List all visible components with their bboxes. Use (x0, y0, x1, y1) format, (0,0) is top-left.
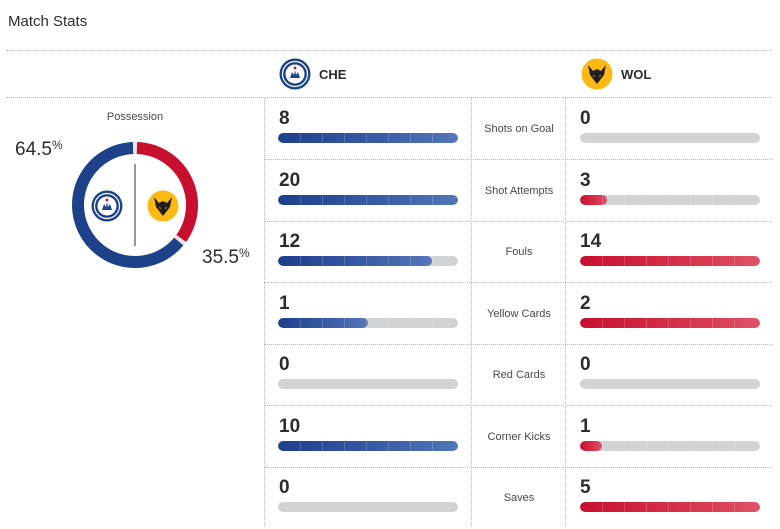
away-stat-bar (580, 502, 760, 512)
stat-label: Red Cards (492, 369, 546, 381)
wolves-crest-icon (147, 190, 179, 222)
header-top-divider (6, 50, 772, 51)
away-stat-value: 0 (580, 108, 591, 129)
away-stat-bar (580, 133, 760, 143)
row-divider (264, 466, 772, 468)
home-stat-value: 0 (279, 354, 290, 375)
away-stat-bar-fill (580, 194, 735, 205)
stat-label: Corner Kicks (487, 430, 551, 443)
stat-label: Shot Attempts (484, 184, 554, 197)
home-stat-bar (278, 317, 458, 328)
row-divider (264, 282, 772, 283)
home-stat-bar (278, 440, 458, 451)
away-stat-bar (580, 440, 760, 451)
home-team-header[interactable]: CHE (279, 58, 346, 90)
away-possession-arc (136, 142, 198, 242)
away-stat-bar (580, 194, 760, 205)
column-divider-1 (264, 98, 265, 526)
stat-row: 20 Shot Attempts 3 (0, 160, 780, 222)
away-stat-value: 14 (580, 231, 602, 252)
stat-row: 8 Shots on Goal 0 (0, 98, 780, 160)
away-stat-bar (580, 379, 760, 389)
home-stat-bar (278, 256, 458, 266)
away-stat-bar-fill (580, 440, 735, 451)
stat-row: 1 Yellow Cards 2 (0, 283, 780, 345)
away-stat-value: 1 (580, 415, 591, 437)
match-stats-title: Match Stats (8, 13, 88, 30)
home-stat-bar-fill (278, 194, 458, 205)
column-divider-3 (565, 98, 566, 526)
home-stat-value: 0 (279, 477, 290, 498)
away-stat-bar (580, 317, 760, 328)
home-stat-bar-fill (278, 317, 433, 328)
possession-label: Possession (106, 111, 164, 123)
stat-row: 12 Fouls 14 (0, 221, 780, 283)
stat-label: Saves (503, 492, 535, 504)
row-divider (264, 405, 772, 406)
away-stat-value: 0 (580, 354, 591, 375)
home-stat-bar-fill (278, 440, 458, 451)
stat-row: 0 Saves 5 (0, 467, 780, 529)
stat-label: Yellow Cards (487, 307, 551, 320)
home-stat-bar-fill (278, 256, 433, 266)
home-stat-bar (278, 502, 458, 512)
home-possession-arc (72, 142, 184, 268)
stat-row: 10 Corner Kicks 1 (0, 406, 780, 468)
chelsea-crest-icon (91, 190, 123, 222)
home-stat-value: 10 (279, 415, 301, 437)
stat-label: Shots on Goal (484, 123, 554, 135)
home-team-abbr: CHE (319, 66, 347, 82)
home-stat-bar (278, 133, 458, 143)
away-possession-percent: 35.5% (202, 246, 250, 268)
stat-row: 0 Red Cards 0 (0, 344, 780, 406)
column-divider-2 (471, 98, 472, 526)
wolves-crest-icon (581, 58, 613, 90)
away-stat-bar-fill (580, 317, 760, 328)
away-stat-value: 5 (580, 477, 591, 498)
away-team-abbr: WOL (621, 66, 652, 82)
home-stat-bar (278, 379, 458, 389)
home-stat-bar-fill (278, 133, 458, 143)
home-possession-percent: 64.5% (15, 138, 63, 160)
home-stat-value: 8 (279, 108, 290, 129)
away-stat-value: 3 (580, 169, 591, 191)
away-team-header[interactable]: WOL (581, 58, 651, 90)
home-stat-value: 12 (279, 231, 301, 252)
home-stat-bar (278, 194, 458, 205)
row-divider (264, 220, 772, 222)
stat-label: Fouls (505, 246, 533, 258)
away-stat-value: 2 (580, 292, 591, 314)
away-stat-bar-fill (580, 256, 760, 266)
chelsea-crest-icon (279, 58, 311, 90)
possession-donut-chart (72, 142, 198, 268)
row-divider (264, 159, 772, 160)
away-stat-bar-fill (580, 502, 760, 512)
away-stat-bar (580, 256, 760, 266)
home-stat-value: 1 (279, 292, 290, 314)
home-stat-value: 20 (279, 169, 301, 191)
header-bottom-divider (6, 97, 772, 98)
row-divider (264, 343, 772, 345)
